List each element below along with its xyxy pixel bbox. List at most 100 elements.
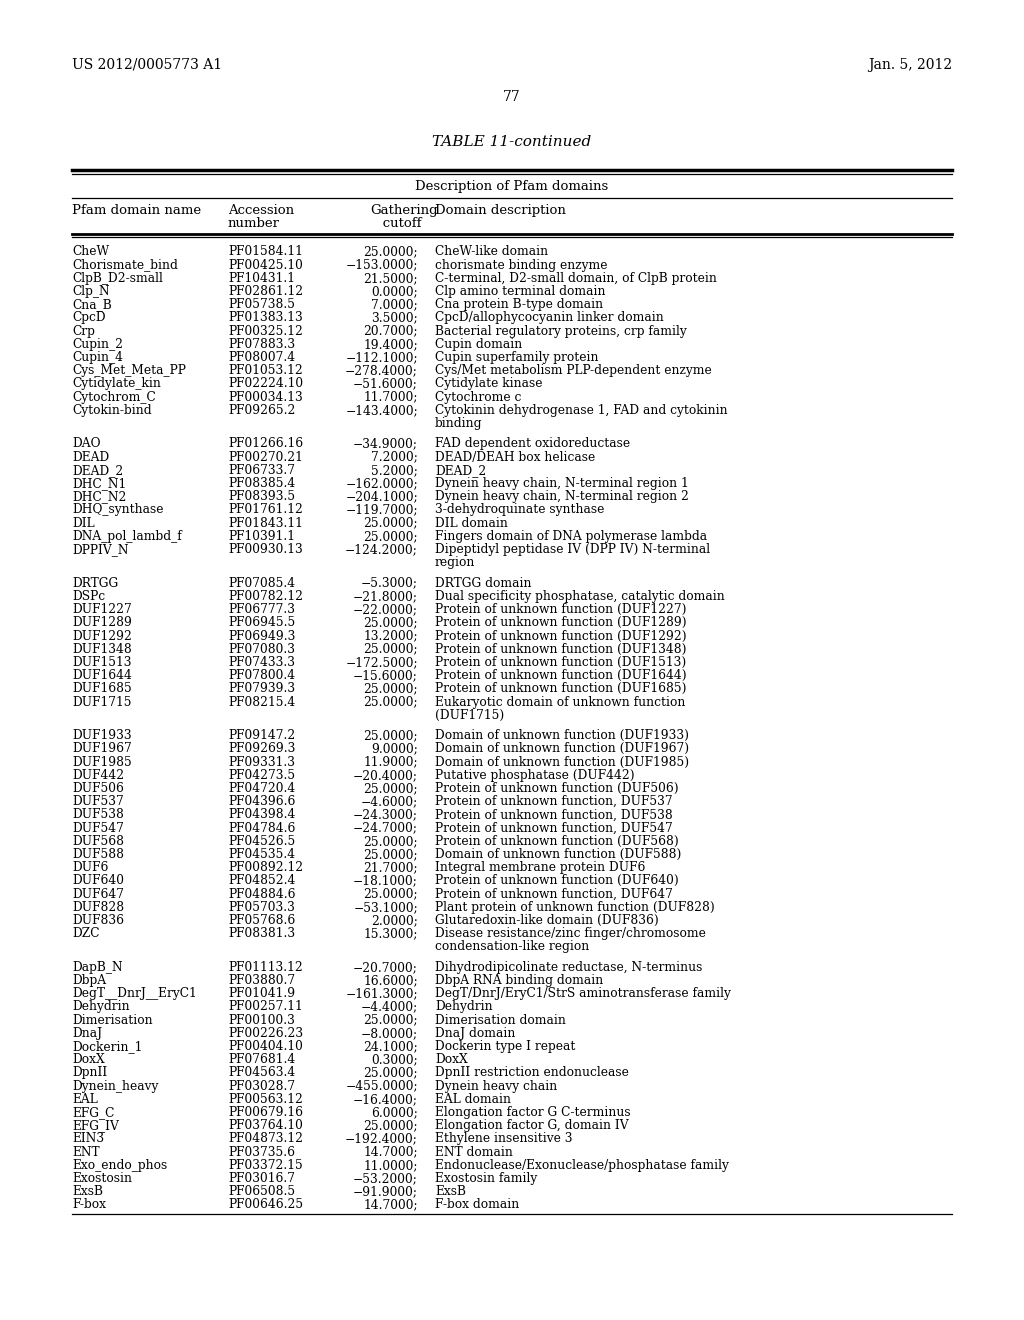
- Text: PF01843.11: PF01843.11: [228, 516, 303, 529]
- Text: CheW: CheW: [72, 246, 110, 259]
- Text: Chorismate_bind: Chorismate_bind: [72, 259, 178, 272]
- Text: EIN3: EIN3: [72, 1133, 104, 1146]
- Text: PF04535.4: PF04535.4: [228, 847, 295, 861]
- Text: Dual specificity phosphatase, catalytic domain: Dual specificity phosphatase, catalytic …: [435, 590, 725, 603]
- Text: PF05703.3: PF05703.3: [228, 900, 295, 913]
- Text: TABLE 11-continued: TABLE 11-continued: [432, 135, 592, 149]
- Text: DUF647: DUF647: [72, 887, 124, 900]
- Text: PF03372.15: PF03372.15: [228, 1159, 303, 1172]
- Text: Cys/Met metabolism PLP-dependent enzyme: Cys/Met metabolism PLP-dependent enzyme: [435, 364, 712, 378]
- Text: DegT/DnrJ/EryC1/StrS aminotransferase family: DegT/DnrJ/EryC1/StrS aminotransferase fa…: [435, 987, 731, 1001]
- Text: PF07800.4: PF07800.4: [228, 669, 295, 682]
- Text: −124.2000;: −124.2000;: [345, 543, 418, 556]
- Text: Accession: Accession: [228, 205, 294, 216]
- Text: 25.0000;: 25.0000;: [364, 1014, 418, 1027]
- Text: DHQ_synthase: DHQ_synthase: [72, 503, 164, 516]
- Text: PF00930.13: PF00930.13: [228, 543, 303, 556]
- Text: 7.2000;: 7.2000;: [371, 450, 418, 463]
- Text: PF04526.5: PF04526.5: [228, 834, 295, 847]
- Text: 2.0000;: 2.0000;: [371, 913, 418, 927]
- Text: Crp: Crp: [72, 325, 95, 338]
- Text: Protein of unknown function (DUF1348): Protein of unknown function (DUF1348): [435, 643, 686, 656]
- Text: PF01761.12: PF01761.12: [228, 503, 303, 516]
- Text: −278.4000;: −278.4000;: [345, 364, 418, 378]
- Text: −5.3000;: −5.3000;: [361, 577, 418, 590]
- Text: 3.5000;: 3.5000;: [372, 312, 418, 325]
- Text: 7.0000;: 7.0000;: [372, 298, 418, 312]
- Text: ExsB: ExsB: [72, 1185, 103, 1199]
- Text: Putative phosphatase (DUF442): Putative phosphatase (DUF442): [435, 768, 635, 781]
- Text: 5.2000;: 5.2000;: [371, 463, 418, 477]
- Text: 25.0000;: 25.0000;: [364, 529, 418, 543]
- Text: Protein of unknown function (DUF1289): Protein of unknown function (DUF1289): [435, 616, 687, 630]
- Text: Protein of unknown function, DUF538: Protein of unknown function, DUF538: [435, 808, 673, 821]
- Text: 20.7000;: 20.7000;: [364, 325, 418, 338]
- Text: PF10391.1: PF10391.1: [228, 529, 295, 543]
- Text: −20.4000;: −20.4000;: [353, 768, 418, 781]
- Text: DoxX: DoxX: [72, 1053, 104, 1067]
- Text: Clp_N: Clp_N: [72, 285, 110, 298]
- Text: PF07080.3: PF07080.3: [228, 643, 295, 656]
- Text: DbpA RNA binding domain: DbpA RNA binding domain: [435, 974, 603, 987]
- Text: PF01041.9: PF01041.9: [228, 987, 295, 1001]
- Text: DEAD: DEAD: [72, 450, 110, 463]
- Text: Ethylene insensitive 3: Ethylene insensitive 3: [435, 1133, 572, 1146]
- Text: Fingers domain of DNA polymerase lambda: Fingers domain of DNA polymerase lambda: [435, 529, 708, 543]
- Text: DUF1292: DUF1292: [72, 630, 132, 643]
- Text: PF08007.4: PF08007.4: [228, 351, 295, 364]
- Text: PF07085.4: PF07085.4: [228, 577, 295, 590]
- Text: Elongation factor G C-terminus: Elongation factor G C-terminus: [435, 1106, 631, 1119]
- Text: Protein of unknown function, DUF647: Protein of unknown function, DUF647: [435, 887, 673, 900]
- Text: EAL domain: EAL domain: [435, 1093, 511, 1106]
- Text: Cys_Met_Meta_PP: Cys_Met_Meta_PP: [72, 364, 186, 378]
- Text: CpcD: CpcD: [72, 312, 105, 325]
- Text: Gathering: Gathering: [370, 205, 437, 216]
- Text: DRTGG: DRTGG: [72, 577, 118, 590]
- Text: Dimerisation domain: Dimerisation domain: [435, 1014, 566, 1027]
- Text: Dehydrin: Dehydrin: [435, 1001, 493, 1014]
- Text: PF00325.12: PF00325.12: [228, 325, 303, 338]
- Text: PF03764.10: PF03764.10: [228, 1119, 303, 1133]
- Text: −20.7000;: −20.7000;: [353, 961, 418, 974]
- Text: F-box domain: F-box domain: [435, 1199, 519, 1212]
- Text: PF01113.12: PF01113.12: [228, 961, 303, 974]
- Text: −192.4000;: −192.4000;: [345, 1133, 418, 1146]
- Text: DUF1513: DUF1513: [72, 656, 131, 669]
- Text: −172.5000;: −172.5000;: [345, 656, 418, 669]
- Text: −24.3000;: −24.3000;: [353, 808, 418, 821]
- Text: Dockerin type I repeat: Dockerin type I repeat: [435, 1040, 575, 1053]
- Text: 25.0000;: 25.0000;: [364, 643, 418, 656]
- Text: PF02861.12: PF02861.12: [228, 285, 303, 298]
- Text: C-terminal, D2-small domain, of ClpB protein: C-terminal, D2-small domain, of ClpB pro…: [435, 272, 717, 285]
- Text: DUF506: DUF506: [72, 781, 124, 795]
- Text: PF03735.6: PF03735.6: [228, 1146, 295, 1159]
- Text: PF00782.12: PF00782.12: [228, 590, 303, 603]
- Text: 25.0000;: 25.0000;: [364, 1067, 418, 1080]
- Text: DUF1289: DUF1289: [72, 616, 132, 630]
- Text: EFG_IV: EFG_IV: [72, 1119, 119, 1133]
- Text: PF04873.12: PF04873.12: [228, 1133, 303, 1146]
- Text: PF08385.4: PF08385.4: [228, 477, 295, 490]
- Text: PF00100.3: PF00100.3: [228, 1014, 295, 1027]
- Text: DUF836: DUF836: [72, 913, 124, 927]
- Text: Pfam domain name: Pfam domain name: [72, 205, 201, 216]
- Text: PF02224.10: PF02224.10: [228, 378, 303, 391]
- Text: PF06945.5: PF06945.5: [228, 616, 295, 630]
- Text: FAD dependent oxidoreductase: FAD dependent oxidoreductase: [435, 437, 630, 450]
- Text: Jan. 5, 2012: Jan. 5, 2012: [868, 58, 952, 73]
- Text: Integral membrane protein DUF6: Integral membrane protein DUF6: [435, 861, 645, 874]
- Text: Protein of unknown function (DUF506): Protein of unknown function (DUF506): [435, 781, 679, 795]
- Text: Cupin_4: Cupin_4: [72, 351, 123, 364]
- Text: PF05738.5: PF05738.5: [228, 298, 295, 312]
- Text: region: region: [435, 556, 475, 569]
- Text: Domain of unknown function (DUF588): Domain of unknown function (DUF588): [435, 847, 681, 861]
- Text: DHC_N1: DHC_N1: [72, 477, 126, 490]
- Text: Cytidylate_kin: Cytidylate_kin: [72, 378, 161, 391]
- Text: −16.4000;: −16.4000;: [353, 1093, 418, 1106]
- Text: Cna_B: Cna_B: [72, 298, 112, 312]
- Text: 25.0000;: 25.0000;: [364, 887, 418, 900]
- Text: Description of Pfam domains: Description of Pfam domains: [416, 180, 608, 193]
- Text: Protein of unknown function (DUF568): Protein of unknown function (DUF568): [435, 834, 679, 847]
- Text: cutoff: cutoff: [370, 218, 422, 230]
- Text: 11.7000;: 11.7000;: [364, 391, 418, 404]
